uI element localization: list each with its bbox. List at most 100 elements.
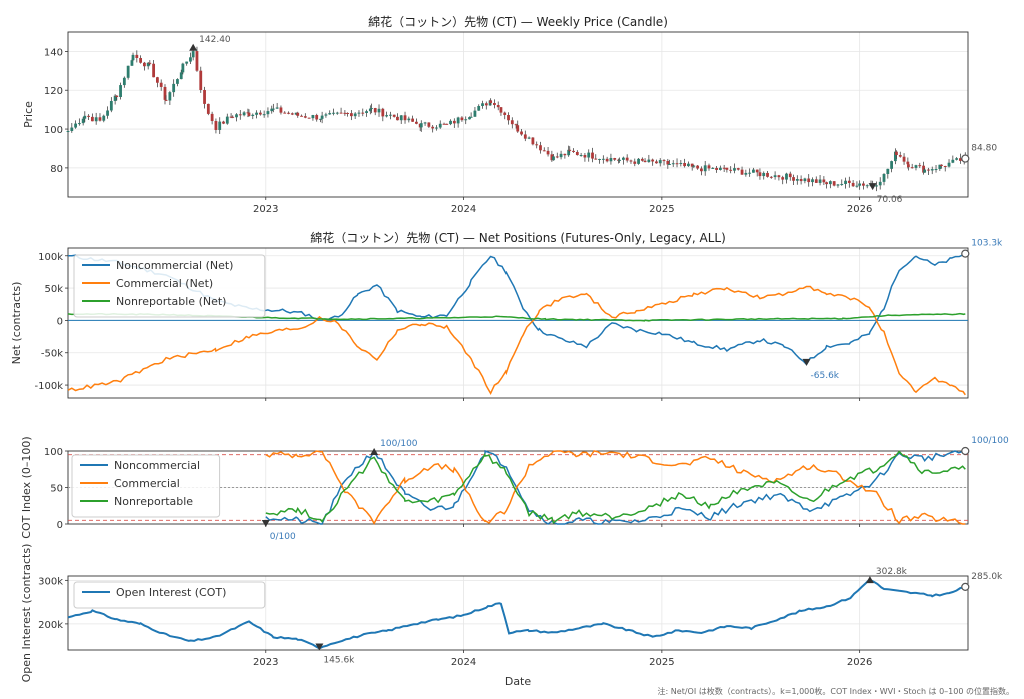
candle-body [218,121,222,130]
candle-body [788,173,792,178]
candle-body [339,112,343,114]
candle-body [666,160,670,165]
candle-body [468,117,471,120]
candle-body [460,117,464,121]
annotation-label: 142.40 [199,35,231,45]
candle-body [748,172,752,174]
candle-body [324,114,328,116]
candle-body [381,108,385,117]
candle-body [365,111,368,113]
candle-body [807,178,811,183]
candle-body [489,100,493,103]
candle-body [531,137,535,145]
candle-body [473,110,477,117]
candle-body [388,114,392,116]
candle-body [481,103,484,106]
candle-body [546,150,550,155]
net-positions-panel: -100k -50k 0 50k 100k 綿花（コットン）先物 (CT) — Net P… [10,230,1003,401]
candle-body [368,108,372,112]
candle-body [419,123,423,128]
legend-label: Noncommercial (Net) [116,259,233,272]
legend-label: Noncommercial [114,459,200,472]
candle-body [102,115,106,121]
candle-body [910,167,914,169]
candle-body [119,85,122,97]
candle-body [442,123,446,125]
plot-frame [67,247,969,399]
annotation-label: 0/100 [270,532,296,542]
candle-body [427,122,431,127]
candle-body [539,145,542,151]
candle-body [106,110,109,116]
candle-body [181,63,185,73]
y-tick-label: 100k [38,252,63,263]
candle-body [373,108,377,113]
plot-frame [67,31,969,198]
candle-body [733,168,736,171]
candle-body [222,121,225,124]
candle-body [683,162,687,167]
candle-body [510,120,514,125]
candle-body [572,150,575,152]
candle-body [385,115,389,117]
candle-body [822,179,826,183]
candle-body [559,153,563,158]
min-marker [261,520,270,527]
candle-body [858,183,862,186]
candle-body [552,156,555,161]
plot-frame [67,575,969,651]
candle-body [563,153,567,156]
candle-body [328,113,332,115]
candle-body [242,112,246,116]
max-marker [370,448,379,455]
candle-body [349,113,353,117]
y-axis-label: Price [22,101,35,128]
candle-body [914,165,918,168]
legend-box [71,454,221,518]
candle-body [840,183,844,185]
candle-body [370,108,373,110]
candle-body [579,155,583,157]
candle-body [415,121,418,124]
y-tick-label: 50k [44,284,63,295]
annotation-label: -65.6k [811,371,840,381]
candle-body [126,65,130,78]
candle-body [148,62,152,64]
candle-body [825,182,828,185]
candle-body [210,113,214,122]
candle-body [906,161,910,165]
candle-body [81,118,85,124]
candle-body [715,167,718,170]
candle-body [792,177,795,181]
price-panel: 80 100 120 140 2023 2024 2025 2026 綿花（コットン）先物 (C… [22,14,997,215]
x-tick-label: 2025 [649,657,674,668]
candle-body [287,112,290,114]
candle-body [139,58,143,63]
candle-body [844,180,847,184]
candle-body [922,165,925,173]
candle-body [795,179,799,181]
candle-body [785,173,788,180]
candle-body [477,105,481,111]
candle-body [651,159,655,162]
series-line [67,285,966,396]
x-tick-label: 2025 [649,204,674,215]
candle-body [109,100,113,111]
candle-body [300,115,303,117]
candle-body [625,157,629,161]
y-tick-label: 120 [44,86,63,97]
candle-body [542,150,546,152]
candle-body [938,164,942,170]
candle-body [469,116,473,118]
candle-body [752,169,755,173]
candle-body [238,114,242,116]
candle-body [90,116,94,122]
candle-body [959,158,962,161]
candle-body [255,112,258,115]
candle-body [637,158,640,164]
candle-body [168,92,172,101]
x-tick-label: 2023 [253,204,278,215]
chart-title: 綿花（コットン）先物 (CT) — Net Positions (Futures… [310,230,726,245]
y-axis-label: Open Interest (contracts) [20,544,33,683]
candle-body [762,172,766,177]
